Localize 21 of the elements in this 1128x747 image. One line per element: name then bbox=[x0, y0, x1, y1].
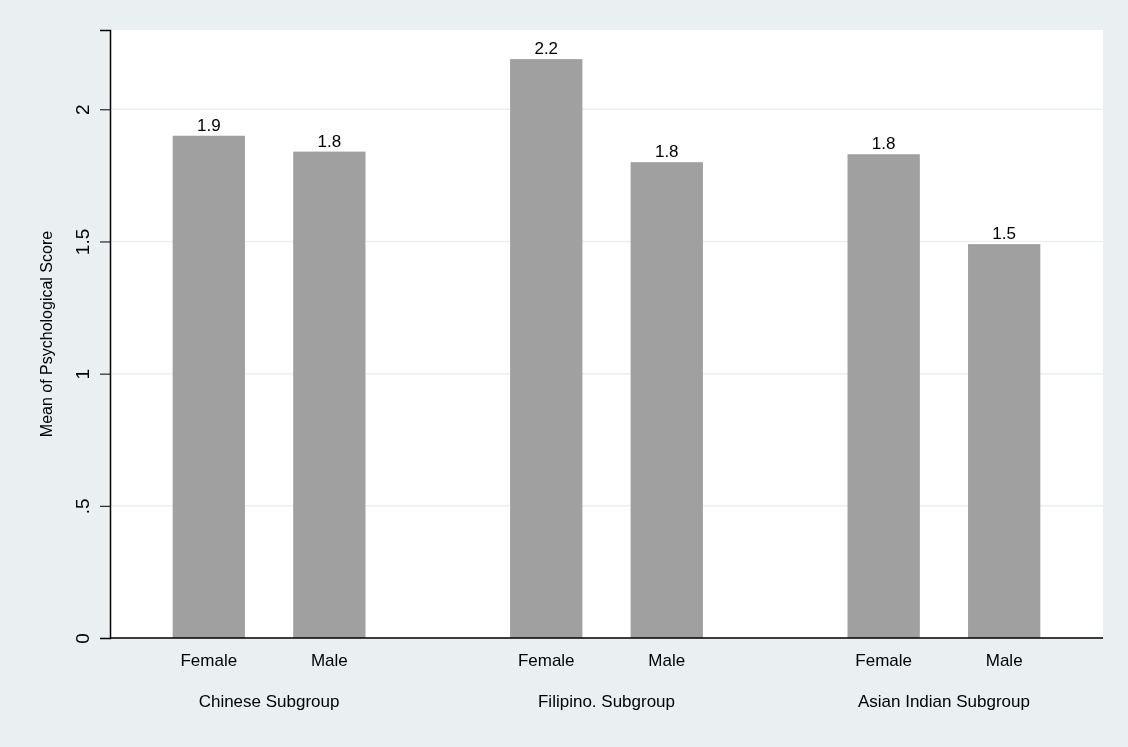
y-tick-label: 1 bbox=[71, 368, 93, 380]
text: Filipino. Subgroup bbox=[537, 692, 676, 711]
y-tick-label: 2 bbox=[71, 104, 93, 116]
y-tick-label: 1.5 bbox=[71, 228, 93, 256]
data-label: 1.8 bbox=[871, 134, 896, 154]
text: Asian Indian Subgroup bbox=[857, 692, 1030, 711]
x-tick-label: Male bbox=[985, 651, 1023, 670]
data-label: 1.8 bbox=[654, 142, 679, 162]
y-tick-label: 0 bbox=[71, 633, 93, 644]
data-label: 1.9 bbox=[197, 115, 221, 135]
y-tick-label: .5 bbox=[71, 498, 93, 515]
text: Chinese Subgroup bbox=[198, 692, 340, 711]
x-tick-label: Female bbox=[180, 651, 238, 670]
x-tick-label: Male bbox=[310, 651, 348, 670]
data-label: 1.8 bbox=[317, 131, 342, 151]
data-label: 2.2 bbox=[534, 39, 559, 59]
x-tick-label: Female bbox=[517, 651, 575, 670]
x-tick-label: Male bbox=[648, 651, 686, 670]
data-label: 1.5 bbox=[992, 224, 1016, 244]
y-axis-title: Mean of Psychological Score bbox=[38, 230, 55, 438]
x-tick-label: Female bbox=[855, 651, 913, 670]
